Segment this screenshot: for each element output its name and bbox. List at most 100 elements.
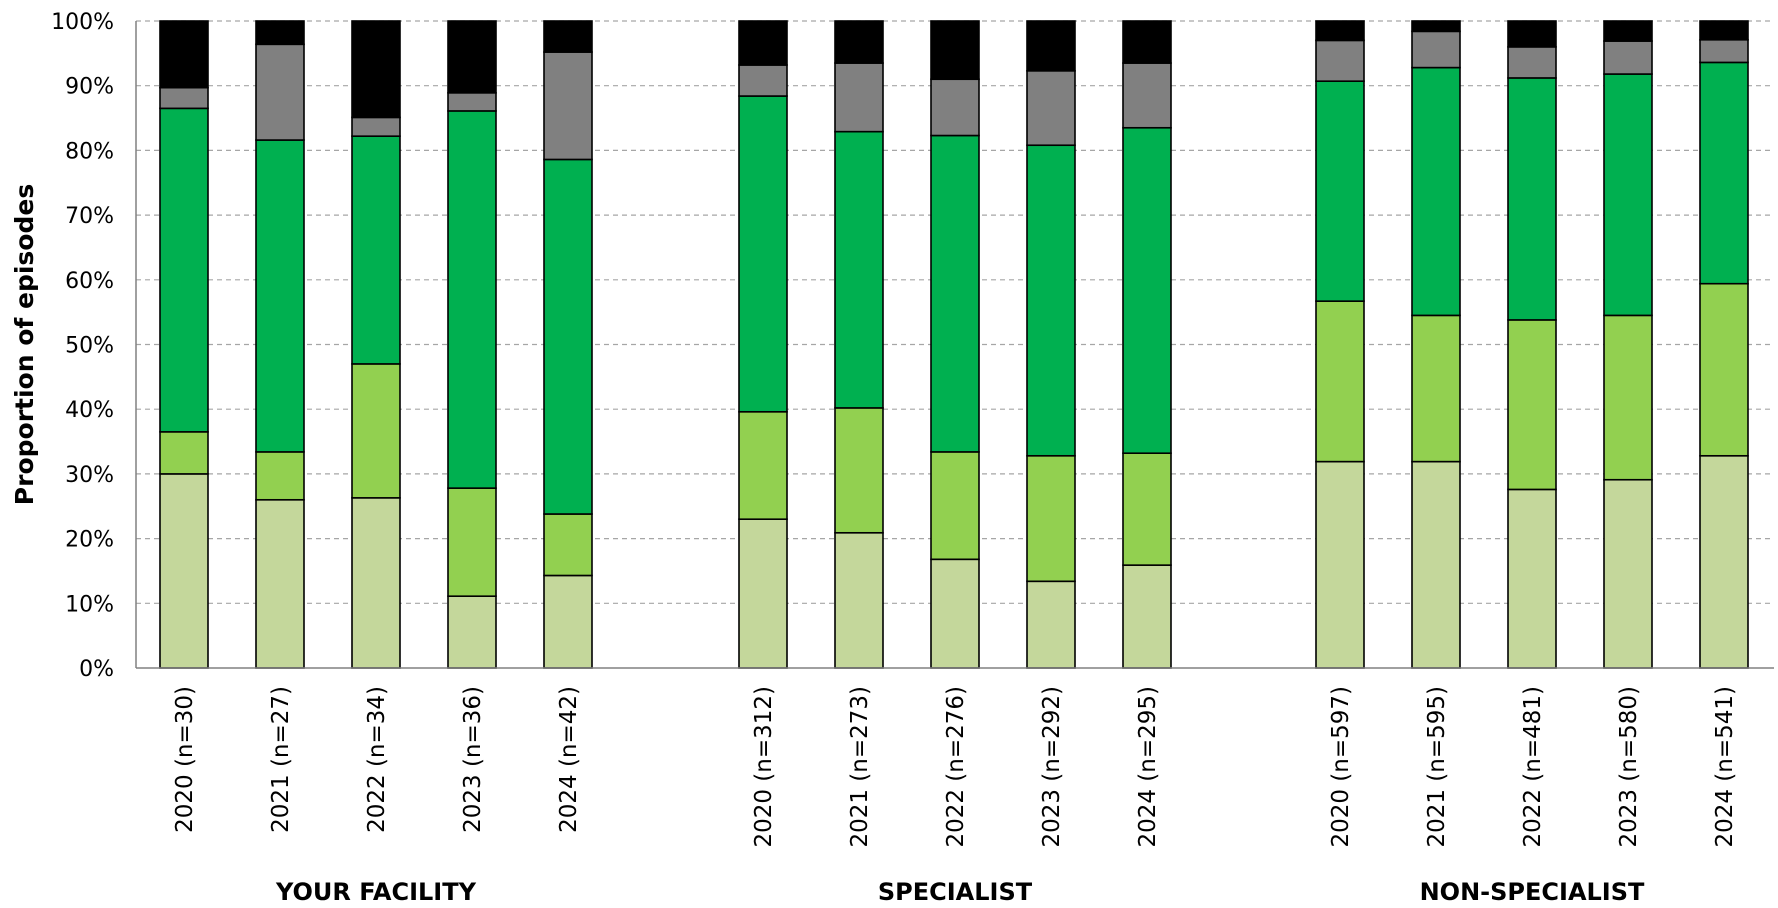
bar-segment [447,20,497,94]
bar-segment [447,110,497,489]
bar-segment [543,574,593,669]
group-label: YOUR FACILITY [275,878,477,906]
y-tick-label: 10% [65,592,114,617]
bar-segment [1603,73,1653,317]
bar-segment [1026,70,1076,147]
y-tick-label: 100% [51,10,114,35]
bar-segment [1411,30,1461,69]
x-category-label: 2020 (n=597) [1328,686,1354,848]
bar-segment [351,20,401,119]
x-category-label: 2022 (n=276) [943,686,969,848]
bar-segment [1411,20,1461,33]
bar-segment [1507,488,1557,669]
bar-segment [351,363,401,499]
bar-segment [1122,126,1172,454]
bar-segment [543,513,593,577]
bar-segment [255,20,305,46]
x-category-label: 2024 (n=42) [556,686,582,833]
y-tick-label: 80% [65,139,114,164]
bar-segment [738,410,788,520]
group-label: NON-SPECIALIST [1420,878,1645,906]
bar-segment [930,134,980,453]
bar-segment [255,498,305,669]
bar-segment [1699,38,1749,64]
bar-segment [1026,20,1076,72]
bar-segment [930,451,980,561]
bar-segment [1026,144,1076,457]
bar-segment [1026,454,1076,583]
bar-segment [834,130,884,409]
bar-segment [1603,478,1653,669]
bar-segment [543,158,593,515]
bar-segment [1122,564,1172,669]
bar-segment [1507,319,1557,491]
bar-segment [159,20,209,89]
x-category-label: 2023 (n=292) [1039,686,1065,848]
y-tick-label: 0% [79,657,114,682]
bar-segment [351,135,401,365]
bar-segment [1315,300,1365,463]
y-tick-label: 40% [65,398,114,423]
x-category-label: 2023 (n=580) [1616,686,1642,848]
bar-segment [834,62,884,133]
x-category-label: 2020 (n=312) [751,686,777,848]
bar-segment [1411,314,1461,463]
bar-segment [738,64,788,97]
axes [135,21,1774,669]
bar-segment [351,497,401,669]
x-category-label: 2021 (n=273) [847,686,873,848]
bar-segment [1122,452,1172,566]
bar-segment [1315,39,1365,82]
bar-segment [543,51,593,161]
bar-segment [1507,77,1557,321]
bar-segment [1699,61,1749,285]
bar-segment [1411,460,1461,669]
bar-segment [1122,20,1172,64]
bars [159,20,1749,669]
x-category-label: 2024 (n=295) [1135,686,1161,848]
bar-segment [1507,20,1557,48]
bar-segment [1315,460,1365,669]
y-tick-label: 90% [65,75,114,100]
labels: 0% 10% 20% 30% 40% 50% 60% 70% 80% 90% 100% 2020 (n… [51,10,1738,906]
x-category-label: 2020 (n=30) [172,686,198,833]
bar-segment [1411,66,1461,317]
bar-segment [738,20,788,66]
bar-segment [1315,20,1365,42]
y-tick-label: 50% [65,334,114,359]
bar-segment [543,20,593,53]
bar-segment [447,595,497,669]
bar-segment [1699,454,1749,669]
bar-segment [1699,20,1749,41]
bar-segment [1603,314,1653,481]
bar-segment [930,78,980,137]
bar-segment [159,431,209,475]
group-label: SPECIALIST [878,878,1033,906]
bar-segment [255,451,305,501]
bar-segment [738,518,788,669]
x-category-label: 2022 (n=34) [364,686,390,833]
bar-segment [1315,80,1365,302]
x-category-label: 2021 (n=595) [1424,686,1450,848]
bar-segment [1699,282,1749,457]
bar-segment [1122,62,1172,129]
bar-segment [834,531,884,669]
x-category-label: 2024 (n=541) [1712,686,1738,848]
bar-segment [834,20,884,64]
x-category-label: 2022 (n=481) [1520,686,1546,848]
bar-segment [351,116,401,137]
bar-segment [159,473,209,669]
bar-segment [447,487,497,597]
y-tick-label: 70% [65,204,114,229]
bar-segment [834,407,884,534]
bar-segment [930,20,980,81]
y-tick-label: 20% [65,528,114,553]
bar-segment [159,86,209,110]
x-category-label: 2021 (n=27) [268,686,294,833]
bar-segment [1026,580,1076,669]
bar-segment [255,139,305,453]
bar-segment [1603,20,1653,42]
y-tick-label: 30% [65,463,114,488]
y-axis-title: Proportion of episodes [10,184,39,505]
